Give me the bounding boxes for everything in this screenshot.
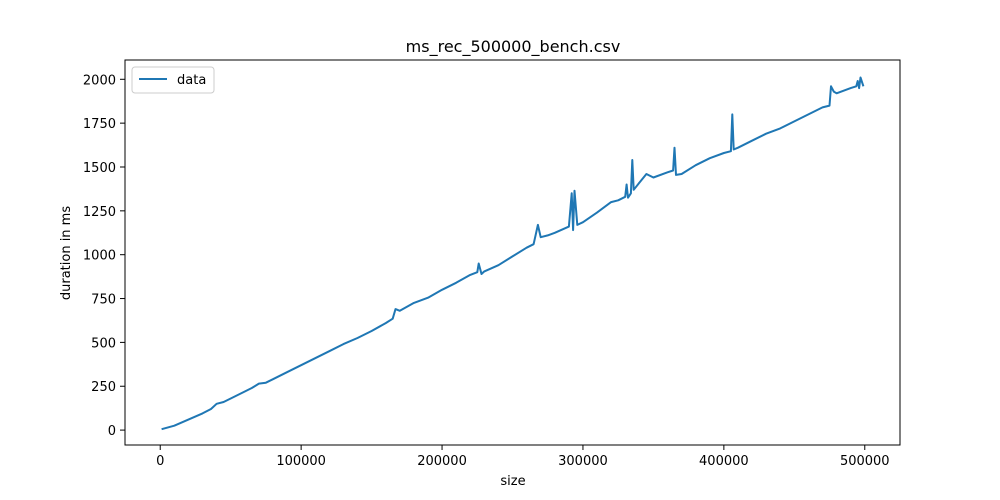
y-tick-label: 750 (91, 293, 116, 308)
y-tick-label: 1500 (83, 161, 116, 176)
plot-frame (124, 59, 901, 446)
series-line-data (161, 76, 865, 431)
chart-title: ms_rec_500000_bench.csv (406, 37, 621, 57)
legend-box (131, 66, 215, 94)
series-layer (161, 76, 865, 431)
y-tick-label: 500 (91, 336, 116, 351)
x-tick-label: 400000 (699, 454, 749, 469)
x-axis-label: size (500, 474, 525, 489)
y-tick-label: 1250 (83, 205, 116, 220)
x-tick-label: 300000 (558, 454, 608, 469)
y-tick-label: 1750 (83, 117, 116, 132)
x-tick-label: 0 (156, 454, 164, 469)
y-axis-label: duration in ms (59, 206, 74, 300)
legend: data (131, 66, 215, 94)
x-tick-label: 200000 (417, 454, 467, 469)
y-tick-label: 1000 (83, 249, 116, 264)
x-tick-label: 500000 (840, 454, 890, 469)
x-axis: 0 100000 200000 300000 400000 500000 (156, 445, 890, 469)
plot-area (124, 59, 901, 446)
x-tick-label: 100000 (276, 454, 326, 469)
y-tick-label: 2000 (83, 73, 116, 88)
legend-label-data: data (177, 73, 206, 88)
y-tick-label: 250 (91, 380, 116, 395)
y-tick-label: 0 (108, 424, 116, 439)
y-axis: 0 250 500 750 1000 1250 1500 1750 2000 (83, 73, 125, 439)
